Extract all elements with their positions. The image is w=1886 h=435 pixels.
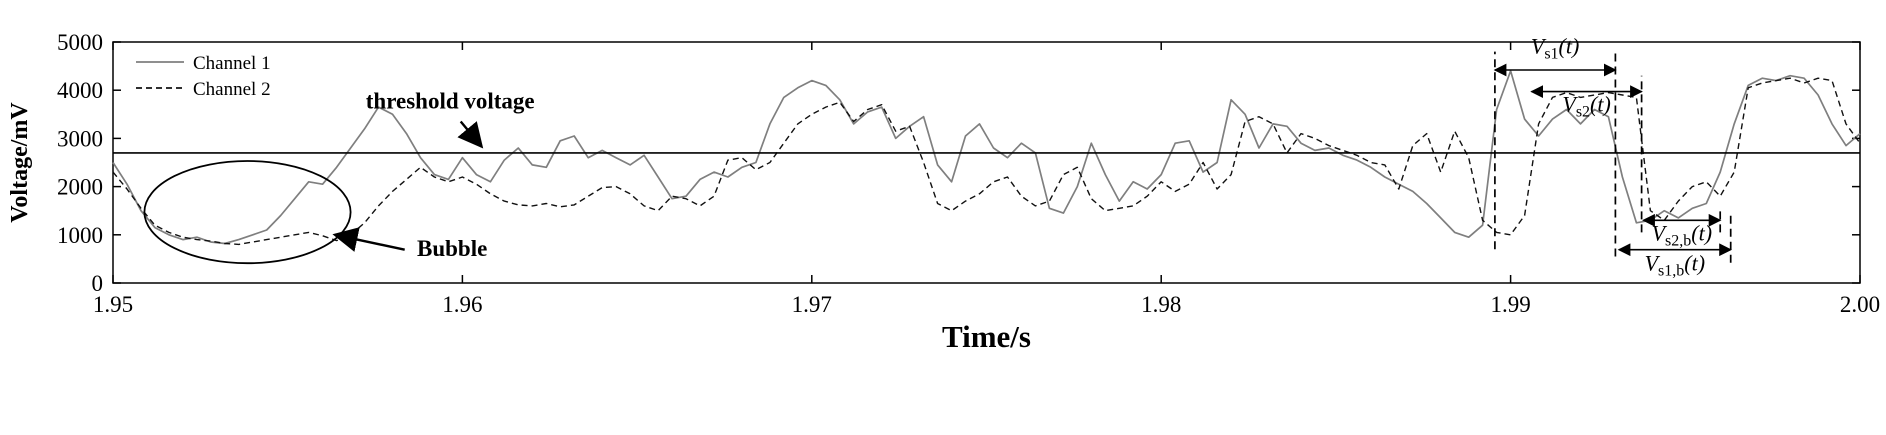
series-channel-1 <box>112 70 1861 245</box>
x-tick-label: 1.99 <box>1490 292 1530 317</box>
x-tick-label: 1.98 <box>1141 292 1181 317</box>
measurement-label: Vs1,b(t) <box>1645 251 1705 280</box>
measurement-arrows: Vs1(t) Vs2(t) Vs2,b(t)Vs1,b(t) <box>1493 34 1732 280</box>
threshold-arrow <box>457 120 484 149</box>
x-tick-label: 1.96 <box>442 292 482 317</box>
x-axis: 1.95 1.96 1.97 1.98 1.99 2.00 <box>93 42 1880 317</box>
threshold-annotation: threshold voltage <box>366 89 535 149</box>
bubble-ellipse <box>143 160 352 265</box>
threshold-label: threshold voltage <box>366 89 535 114</box>
x-tick-label: 1.95 <box>93 292 133 317</box>
y-axis-title: Voltage/mV <box>7 102 33 223</box>
legend: Channel 1 Channel 2 <box>136 53 271 100</box>
measurement-label: Vs1(t) <box>1531 34 1579 63</box>
bubble-arrow <box>332 227 405 252</box>
bubble-label: Bubble <box>417 236 487 261</box>
y-tick-label: 5000 <box>57 30 103 55</box>
measurement-label: Vs2(t) <box>1562 91 1610 120</box>
legend-label-2: Channel 2 <box>193 79 271 100</box>
y-tick-label: 2000 <box>57 175 103 200</box>
y-tick-label: 4000 <box>57 78 103 103</box>
y-tick-label: 1000 <box>57 223 103 248</box>
x-tick-label: 2.00 <box>1840 292 1880 317</box>
measurement-label: Vs2,b(t) <box>1652 221 1712 250</box>
legend-label-1: Channel 1 <box>193 53 271 74</box>
series-channel-2 <box>112 77 1861 246</box>
y-tick-label: 3000 <box>57 126 103 151</box>
x-axis-title: Time/s <box>942 319 1031 354</box>
bubble-annotation: Bubble <box>143 160 487 265</box>
x-tick-label: 1.97 <box>792 292 832 317</box>
plot-border <box>112 41 1861 284</box>
y-axis: 0 1000 2000 3000 4000 5000 <box>57 30 1860 296</box>
y-tick-label: 0 <box>92 271 104 296</box>
